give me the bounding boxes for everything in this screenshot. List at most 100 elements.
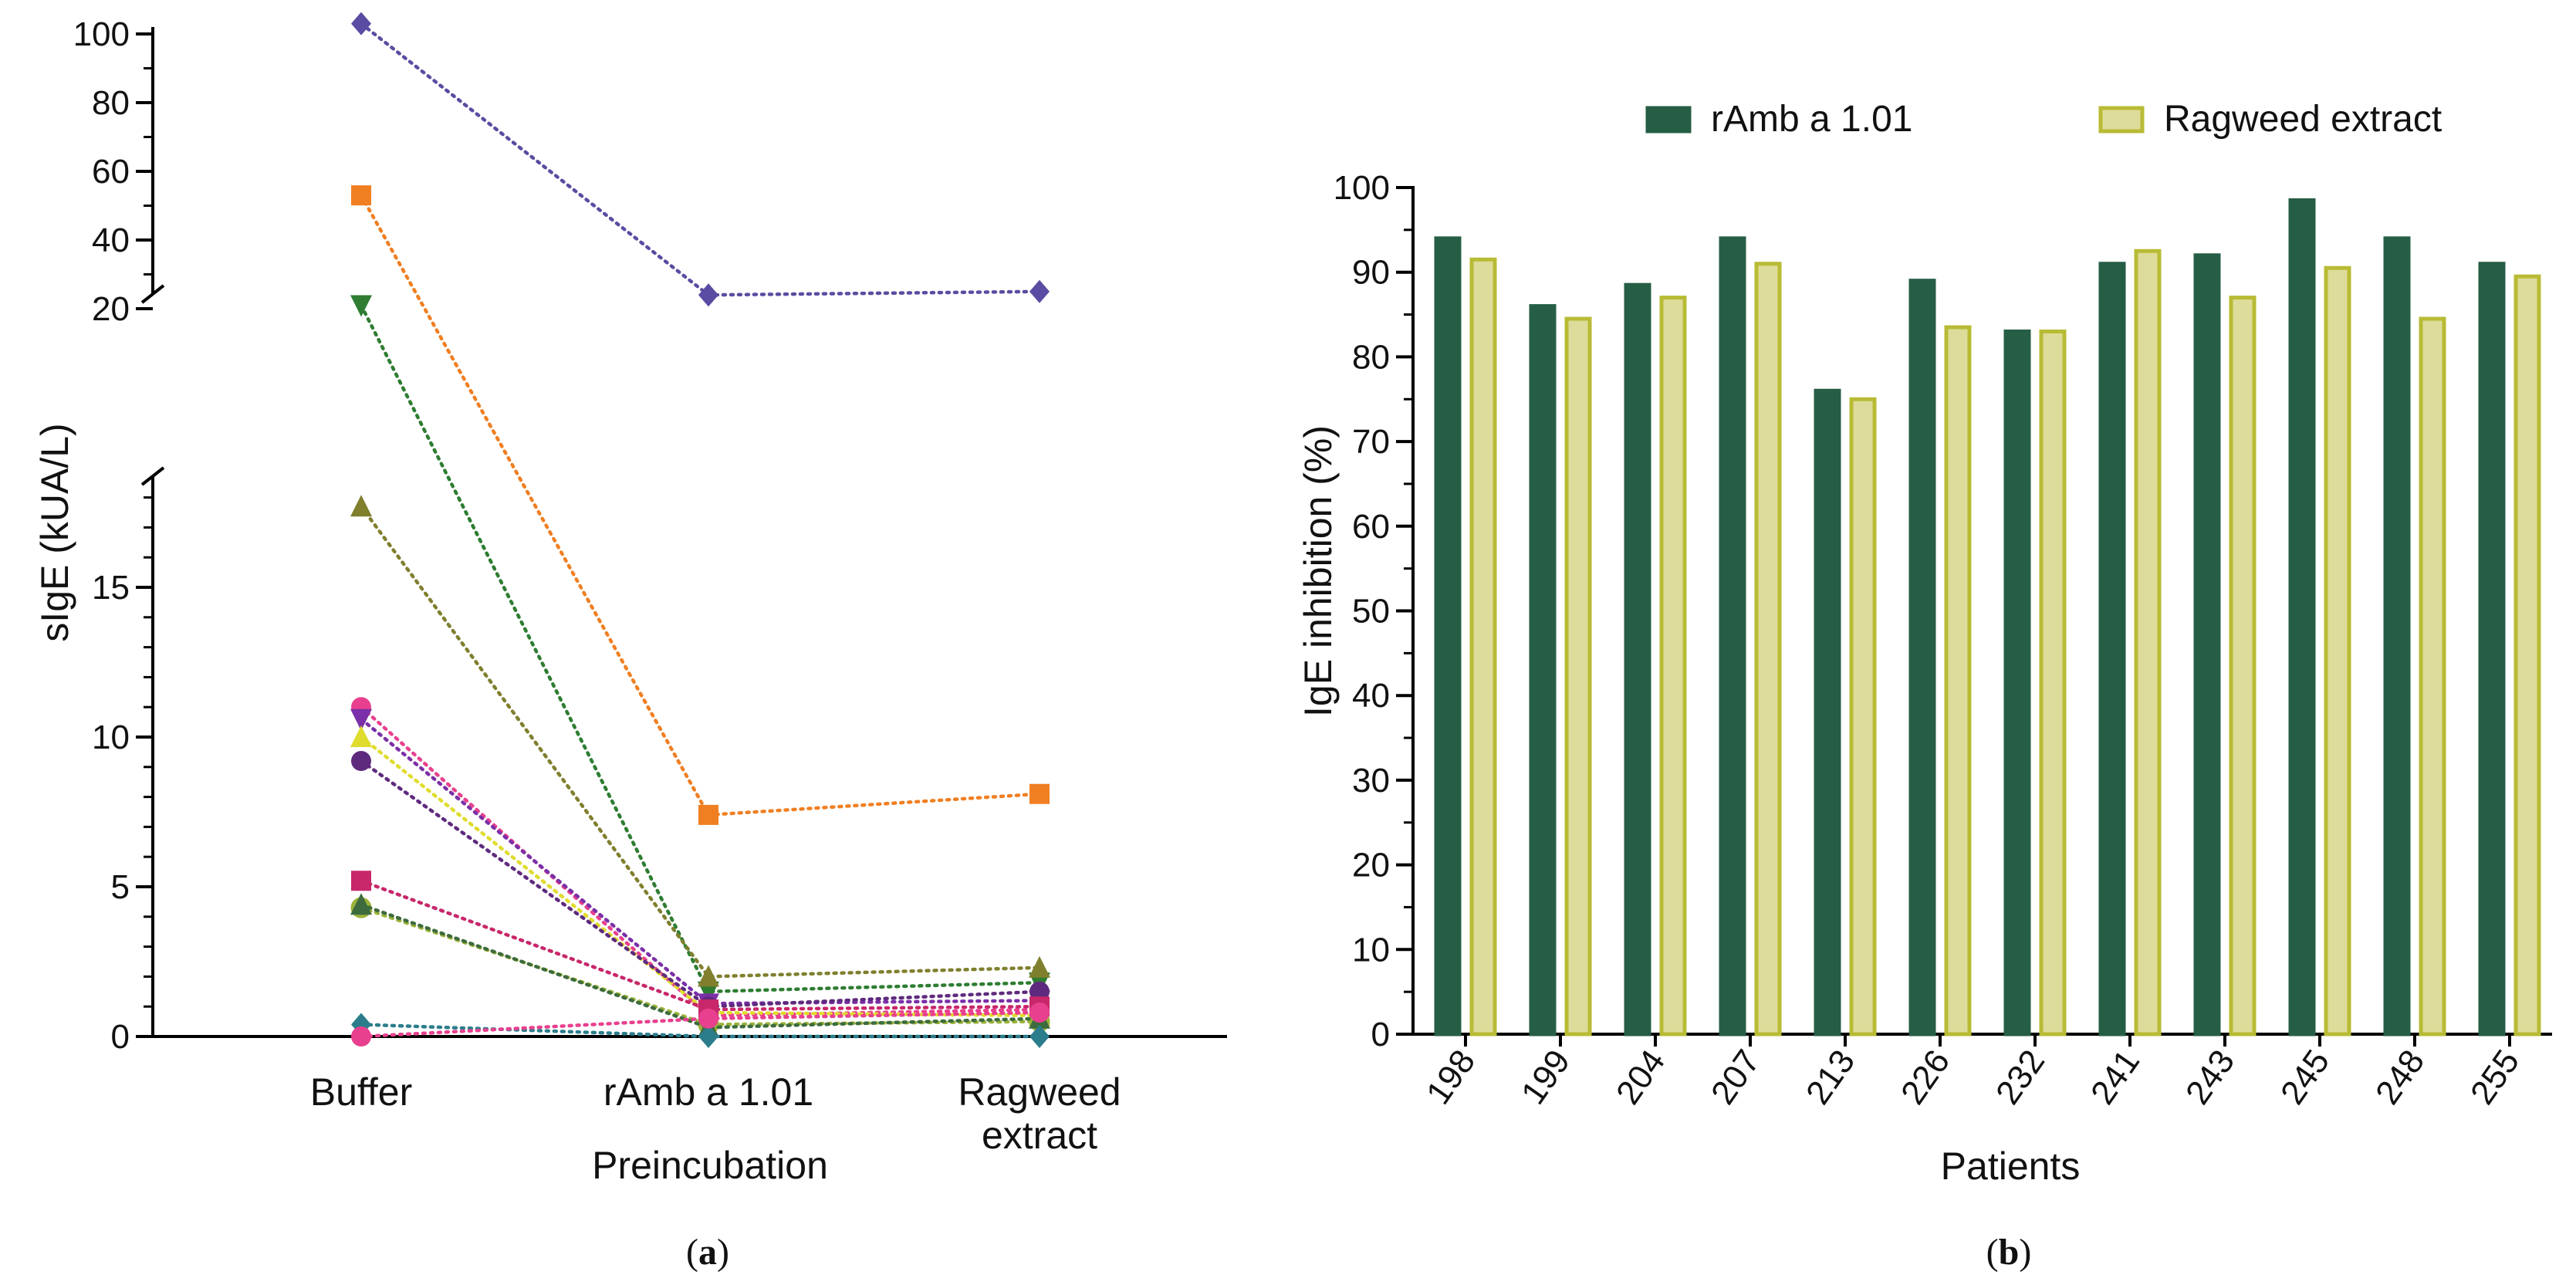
y-tick-label: 50: [1352, 593, 1390, 631]
y-tick-label: 80: [92, 84, 130, 122]
bar-ramb: [1529, 304, 1557, 1036]
x-tick-label: extract: [982, 1114, 1097, 1157]
panel-b-caption-part: b: [1999, 1232, 2020, 1273]
bar-ramb: [2478, 262, 2506, 1036]
bar-ramb: [2288, 198, 2316, 1036]
bar-ragweed: [2324, 265, 2351, 1036]
data-point: [698, 283, 718, 307]
series-circle-magenta: [351, 1002, 1050, 1047]
data-point: [1029, 1002, 1050, 1023]
legend-label: rAmb a 1.01: [1711, 99, 1912, 140]
series-line: [359, 903, 1042, 1030]
bar-ramb: [2193, 253, 2221, 1036]
panel-a: 0 5 10 15 20 40 60 80 100 Buffer rAmb a 1.01 Ragwee…: [33, 12, 1227, 1273]
x-axis-title: Preincubation: [592, 1144, 828, 1187]
data-point: [350, 708, 372, 731]
bar-ragweed: [2134, 249, 2162, 1036]
panel-a-caption-part: (: [686, 1232, 698, 1273]
x-tick-label: 245: [2273, 1043, 2337, 1111]
bar-ragweed: [2229, 296, 2257, 1036]
x-tick-label: Buffer: [310, 1070, 413, 1114]
data-point: [351, 1026, 371, 1047]
data-point: [698, 1025, 718, 1048]
panel-b-caption: (b): [1986, 1232, 2032, 1273]
data-point: [1029, 1025, 1050, 1048]
y-tick-label: 70: [1352, 423, 1390, 461]
axis-break-lower: [140, 466, 165, 486]
y-tick-label: 100: [1334, 169, 1390, 207]
panel-a-caption: (a): [686, 1232, 729, 1273]
x-tick-label: 243: [2179, 1043, 2242, 1111]
legend-swatch: [1645, 106, 1692, 134]
series-tri-up-yellow: [350, 725, 1050, 1026]
data-point: [698, 1008, 718, 1029]
bar-ramb: [2383, 236, 2411, 1036]
panel-b-caption-part: (: [1986, 1232, 1999, 1273]
data-point: [350, 893, 372, 915]
bar-ragweed: [2039, 329, 2067, 1036]
bar-ragweed: [1754, 262, 1782, 1036]
data-point: [351, 12, 371, 36]
y-tick-label: 60: [1352, 508, 1390, 546]
bar-ramb: [2003, 329, 2031, 1036]
bar-ragweed: [2513, 274, 2541, 1036]
x-tick-label: rAmb a 1.01: [603, 1070, 813, 1114]
series-tri-up-olive: [350, 495, 1050, 987]
x-tick-label: 198: [1419, 1043, 1482, 1111]
y-tick-label: 100: [73, 15, 130, 53]
bar-ragweed: [1849, 397, 1877, 1036]
y-tick-label: 0: [1371, 1016, 1390, 1053]
legend-swatch: [2098, 106, 2145, 134]
series-tri-down-green: [350, 295, 1050, 1003]
bar-ramb: [1624, 282, 1651, 1036]
bar-ragweed: [1564, 316, 1592, 1036]
series-diamond-blue: [351, 12, 1050, 307]
bar-ramb: [2098, 262, 2126, 1036]
x-tick-label: 226: [1894, 1043, 1957, 1111]
axis-break-upper: [140, 284, 165, 304]
y-tick-label: 80: [1352, 338, 1390, 376]
x-tick-label: 204: [1609, 1043, 1672, 1111]
panel-a-caption-part: ): [717, 1232, 729, 1273]
y-tick-label: 10: [1352, 931, 1390, 969]
y-tick-label: 10: [92, 719, 130, 756]
panel-b: 0 10 20 30 40 50 60 70 80 90 100 198 199 204 207 213 226…: [1296, 99, 2552, 1273]
y-tick-label: 20: [92, 290, 130, 328]
series-line: [359, 22, 1042, 297]
data-point: [1029, 279, 1050, 303]
x-tick-label: 199: [1514, 1043, 1577, 1111]
data-point: [351, 185, 371, 206]
data-point: [1029, 955, 1050, 978]
data-point: [351, 751, 371, 772]
panel-b-caption-part: ): [2019, 1232, 2031, 1273]
data-point: [350, 295, 372, 317]
y-tick-label: 90: [1352, 254, 1390, 292]
y-tick-label: 0: [111, 1018, 130, 1056]
y-tick-label: 40: [1352, 677, 1390, 715]
legend-label: Ragweed extract: [2164, 99, 2442, 140]
series-line: [359, 878, 1042, 1012]
data-point: [350, 725, 372, 747]
series-diamond-teal: [351, 1013, 1050, 1048]
bar-ramb: [1434, 236, 1462, 1036]
series-line: [359, 717, 1042, 1006]
data-point: [351, 871, 371, 891]
data-point: [698, 965, 719, 987]
bar-ramb: [1719, 236, 1746, 1036]
x-tick-label: 255: [2463, 1043, 2527, 1111]
bar-ramb: [1908, 279, 1936, 1036]
data-point: [1029, 783, 1050, 804]
x-tick-label: 207: [1704, 1043, 1767, 1111]
bar-ramb: [1814, 388, 1841, 1036]
y-tick-label: 15: [92, 569, 130, 607]
data-point: [698, 981, 719, 1003]
y-tick-label: 60: [92, 153, 130, 191]
x-tick-label: 241: [2084, 1043, 2147, 1111]
x-tick-label: 213: [1799, 1043, 1862, 1111]
series-line: [359, 303, 1042, 994]
bar-ragweed: [2419, 316, 2446, 1036]
x-tick-label: 232: [1989, 1043, 2052, 1111]
y-tick-label: 20: [1352, 847, 1390, 884]
data-point: [350, 495, 372, 517]
